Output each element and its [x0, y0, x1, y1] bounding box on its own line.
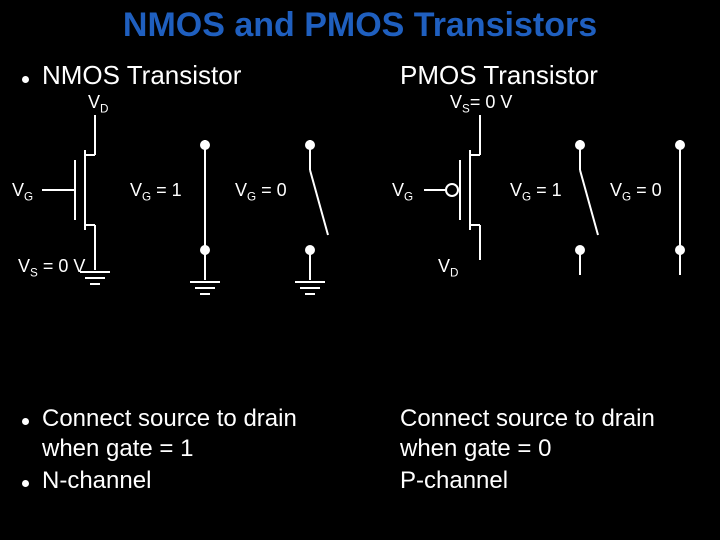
pmos-bullet-2: P-channel	[400, 466, 508, 496]
nmos-symbol	[42, 115, 110, 284]
bullet-dot	[22, 418, 29, 425]
pmos-symbol	[424, 115, 480, 260]
pmos-switch-closed	[676, 140, 684, 275]
nmos-switch-open	[295, 140, 328, 294]
bullet-dot	[22, 480, 29, 487]
nmos-bullet-2: N-channel	[42, 466, 151, 496]
pmos-switch-open	[576, 140, 598, 275]
nmos-bullet-1: Connect source to drain when gate = 1	[42, 404, 297, 464]
pmos-bullet-1: Connect source to drain when gate = 0	[400, 404, 655, 464]
nmos-switch-closed	[190, 140, 220, 294]
